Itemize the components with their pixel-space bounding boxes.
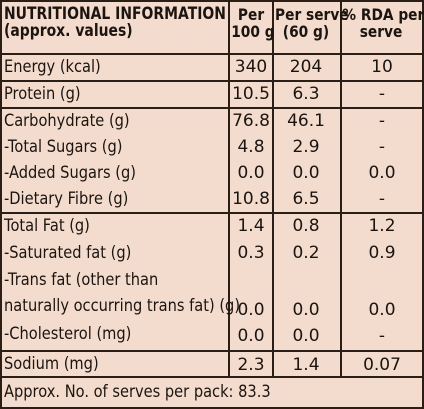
row-divider [2,107,422,109]
protein-per-100g: 10.5 [232,84,270,104]
total-fat-per-100g: 1.4 [237,216,265,236]
total-sugars-rda: - [378,137,386,157]
dietary-fibre-per-100g: 10.8 [232,189,270,209]
row-divider [2,80,422,82]
saturated-fat-per-serve: 0.2 [292,243,320,263]
total-fat-per-serve: 0.8 [292,216,320,236]
trans-fat-rda: 0.0 [368,300,396,320]
sodium-per-serve: 1.4 [292,355,320,375]
title-line-1: NUTRITIONAL INFORMATION [4,4,226,24]
row-label-total-sugars: -Total Sugars (g) [4,137,123,157]
row-divider [2,212,422,214]
energy-per-serve: 204 [289,57,323,77]
sodium-per-100g: 2.3 [237,355,265,375]
dietary-fibre-rda: - [378,189,386,209]
row-label-trans-fat-line-2: naturally occurring trans fat) (g) [4,296,241,316]
row-label-carbohydrate: Carbohydrate (g) [4,111,130,131]
energy-rda: 10 [371,57,393,77]
trans-fat-per-serve: 0.0 [292,300,320,320]
table-title: NUTRITIONAL INFORMATION (approx. values) [4,6,226,40]
cholesterol-per-serve: 0.0 [292,326,320,346]
column-divider [228,2,230,378]
row-divider [2,350,422,352]
row-label-added-sugars: -Added Sugars (g) [4,163,136,183]
column-header-per-100g: Per 100 g [231,5,275,41]
row-divider [2,53,422,55]
total-sugars-per-serve: 2.9 [292,137,320,157]
column-header-per-serve: Per serve (60 g) [275,5,349,41]
added-sugars-per-100g: 0.0 [237,163,265,183]
row-label-saturated-fat: -Saturated fat (g) [4,243,132,263]
row-label-protein: Protein (g) [4,84,81,104]
added-sugars-per-serve: 0.0 [292,163,320,183]
protein-rda: - [378,84,386,104]
column-divider [340,2,342,378]
added-sugars-rda: 0.0 [368,163,396,183]
column-header-rda: % RDA per serve [342,5,424,41]
row-divider [2,376,422,378]
total-fat-rda: 1.2 [368,216,396,236]
carbohydrate-per-100g: 76.8 [232,111,270,131]
protein-per-serve: 6.3 [292,84,320,104]
carbohydrate-per-serve: 46.1 [287,111,325,131]
row-label-cholesterol: -Cholesterol (mg) [4,324,132,344]
sodium-rda: 0.07 [363,355,401,375]
serves-per-pack: Approx. No. of serves per pack: 83.3 [4,382,271,402]
row-label-energy: Energy (kcal) [4,57,101,77]
carbohydrate-rda: - [378,111,386,131]
row-label-dietary-fibre: -Dietary Fibre (g) [4,189,129,209]
row-label-sodium: Sodium (mg) [4,354,99,374]
column-divider [272,2,274,378]
cholesterol-rda: - [378,326,386,346]
cholesterol-per-100g: 0.0 [237,326,265,346]
dietary-fibre-per-serve: 6.5 [292,189,320,209]
saturated-fat-per-100g: 0.3 [237,243,265,263]
title-line-2: (approx. values) [4,21,133,41]
trans-fat-per-100g: 0.0 [237,300,265,320]
saturated-fat-rda: 0.9 [368,243,396,263]
energy-per-100g: 340 [234,57,268,77]
total-sugars-per-100g: 4.8 [237,137,265,157]
row-label-trans-fat-line-1: -Trans fat (other than [4,270,159,290]
row-label-total-fat: Total Fat (g) [4,216,90,236]
